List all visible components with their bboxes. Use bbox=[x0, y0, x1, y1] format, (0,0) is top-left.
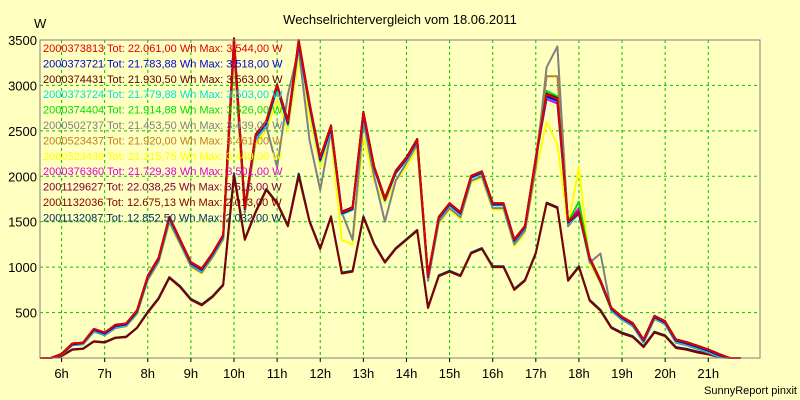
y-tick-label: 2500 bbox=[8, 124, 37, 139]
legend-entry: 2000374431 Tot: 21.930,50 Wh Max: 3.563,… bbox=[43, 74, 283, 86]
footer-credit: SunnyReport pinxit bbox=[704, 385, 797, 397]
legend-entry: 2000523439 Tot: 21.215,75 Wh Max: 3.449,… bbox=[43, 151, 283, 163]
grid bbox=[40, 39, 760, 358]
y-tick-label: 1500 bbox=[8, 215, 37, 230]
y-tick-label: 500 bbox=[15, 306, 37, 321]
x-axis: 6h 7h 8h 9h 10h 11h 12h 13h 14h 15h 16h 17h 18h 19h 20… bbox=[54, 358, 719, 381]
legend: 2000373813 Tot: 22.061,00 Wh Max: 3.544,… bbox=[43, 43, 283, 224]
y-tick-label: 3500 bbox=[8, 33, 37, 48]
x-tick-label: 11h bbox=[267, 366, 288, 381]
x-tick-label: 21h bbox=[697, 366, 719, 381]
y-axis-label: W bbox=[34, 16, 47, 31]
x-tick-label: 20h bbox=[654, 366, 676, 381]
x-tick-label: 14h bbox=[396, 366, 418, 381]
x-tick-label: 12h bbox=[309, 366, 331, 381]
series-line bbox=[40, 39, 741, 359]
x-tick-label: 18h bbox=[568, 366, 590, 381]
x-tick-label: 6h bbox=[54, 366, 68, 381]
y-axis: 500 1000 1500 2000 2500 3000 3500 bbox=[8, 33, 37, 321]
x-tick-label: 7h bbox=[97, 366, 111, 381]
legend-entry: 2000373721 Tot: 21.783,88 Wh Max: 3.518,… bbox=[43, 58, 283, 70]
x-tick-label: 8h bbox=[141, 366, 155, 381]
x-tick-label: 15h bbox=[439, 366, 461, 381]
legend-entry: 2000373813 Tot: 22.061,00 Wh Max: 3.544,… bbox=[43, 43, 283, 55]
x-tick-label: 17h bbox=[525, 366, 547, 381]
x-tick-label: 16h bbox=[482, 366, 504, 381]
legend-entry: 2000502737 Tot: 21.453,50 Wh Max: 3.439,… bbox=[43, 120, 283, 132]
x-tick-label: 9h bbox=[184, 366, 198, 381]
legend-entry: 2001129627 Tot: 22.038,25 Wh Max: 3.516,… bbox=[43, 182, 282, 194]
x-tick-label: 13h bbox=[353, 366, 375, 381]
y-tick-label: 2000 bbox=[8, 169, 37, 184]
x-tick-label: 10h bbox=[223, 366, 245, 381]
y-tick-label: 3000 bbox=[8, 78, 37, 93]
legend-entry: 2000523437 Tot: 21.920,00 Wh Max: 3.461,… bbox=[43, 135, 283, 147]
legend-entry: 2001132036 Tot: 12.675,13 Wh Max: 2.013,… bbox=[43, 197, 282, 209]
legend-entry: 2000376360 Tot: 21.729,38 Wh Max: 3.501,… bbox=[43, 166, 283, 178]
series-group bbox=[40, 37, 741, 359]
plot-frame bbox=[39, 39, 761, 359]
legend-entry: 2000373724 Tot: 21.779,88 Wh Max: 3.503,… bbox=[43, 89, 283, 101]
series-line bbox=[40, 175, 741, 359]
x-tick-label: 19h bbox=[611, 366, 633, 381]
y-tick-label: 1000 bbox=[8, 260, 37, 275]
legend-entry: 2000374404 Tot: 21.914,88 Wh Max: 3.526,… bbox=[43, 105, 283, 117]
plot-area bbox=[40, 40, 760, 358]
chart-title: Wechselrichtervergleich vom 18.06.2011 bbox=[283, 12, 517, 27]
legend-entry: 2001132087 Tot: 12.852,50 Wh Max: 2.032,… bbox=[43, 212, 282, 224]
